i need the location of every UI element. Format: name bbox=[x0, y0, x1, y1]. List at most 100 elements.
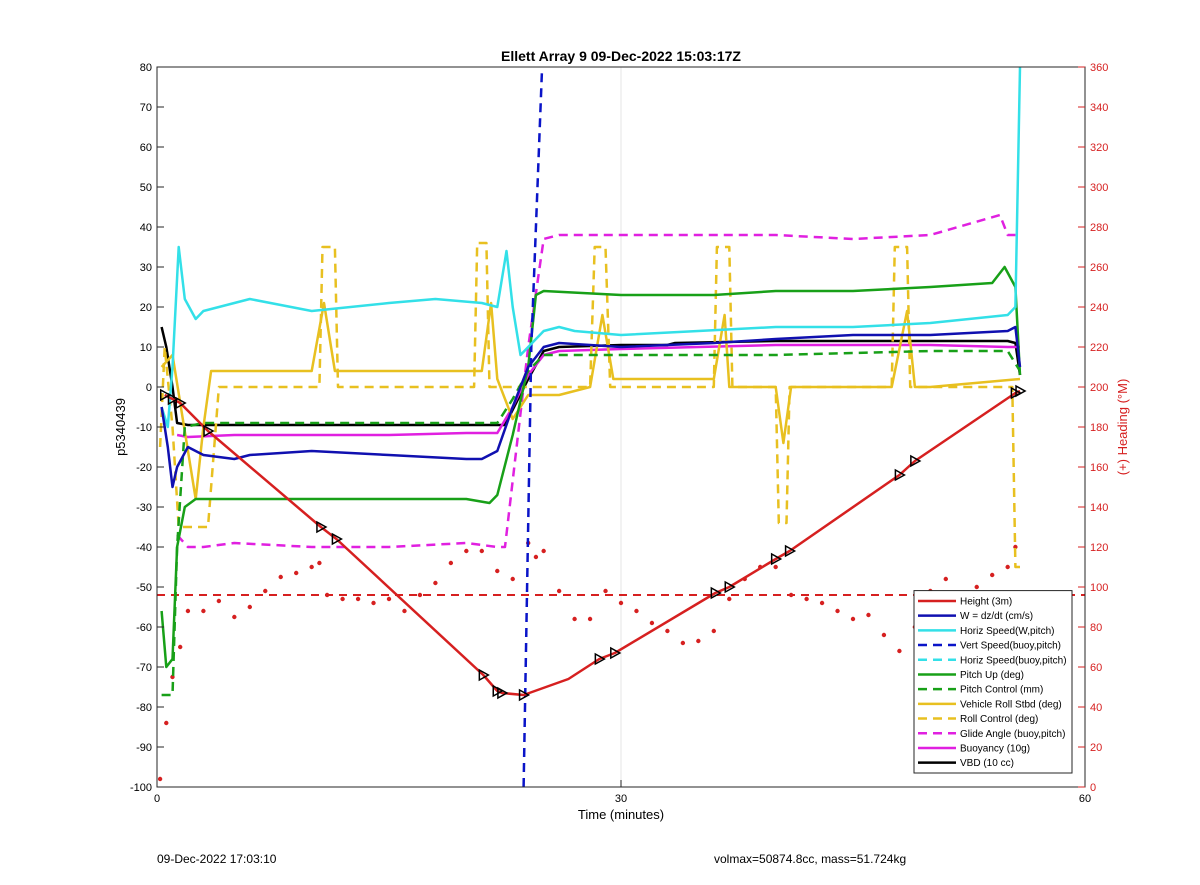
y2-tick-label: 160 bbox=[1090, 462, 1108, 474]
heading-point bbox=[340, 596, 345, 602]
y-tick-label: 30 bbox=[140, 262, 152, 274]
y-axis-label: p5340439 bbox=[113, 398, 128, 456]
x-axis-label: Time (minutes) bbox=[578, 807, 664, 822]
legend-label: Height (3m) bbox=[960, 596, 1012, 607]
heading-point bbox=[417, 592, 423, 598]
heading-point bbox=[232, 614, 237, 620]
heading-point bbox=[850, 616, 856, 622]
heading-point bbox=[178, 644, 183, 650]
legend-label: Horiz Speed(W,pitch) bbox=[960, 626, 1054, 637]
series-line bbox=[522, 66, 544, 788]
heading-point bbox=[510, 576, 515, 582]
heading-point bbox=[680, 640, 686, 646]
heading-point bbox=[216, 598, 222, 604]
heading-point bbox=[649, 620, 655, 626]
y-tick-label: -10 bbox=[136, 422, 152, 434]
heading-point bbox=[696, 638, 701, 644]
legend-label: Pitch Control (mm) bbox=[960, 685, 1043, 696]
legend-label: W = dz/dt (cm/s) bbox=[960, 611, 1033, 622]
y-tick-label: -20 bbox=[136, 462, 152, 474]
heading-point bbox=[835, 608, 840, 614]
legend-box bbox=[913, 590, 1073, 774]
x-tick-label: 0 bbox=[154, 793, 160, 805]
heading-point bbox=[495, 568, 500, 574]
chart-marks bbox=[157, 66, 1085, 788]
y2-tick-label: 180 bbox=[1090, 422, 1108, 434]
y-tick-label: 50 bbox=[140, 182, 152, 194]
heading-point bbox=[294, 570, 299, 576]
heading-point bbox=[572, 616, 577, 622]
legend-label: Vehicle Roll Stbd (deg) bbox=[960, 699, 1062, 710]
heading-point bbox=[943, 576, 948, 582]
heading-point bbox=[157, 776, 163, 782]
heading-point bbox=[587, 616, 593, 622]
series-line bbox=[160, 66, 1022, 429]
heading-point bbox=[711, 628, 716, 634]
y-tick-label: 10 bbox=[140, 342, 152, 354]
heading-point bbox=[881, 632, 887, 638]
heading-point bbox=[479, 548, 484, 554]
series-line bbox=[176, 343, 1020, 439]
height-marker bbox=[710, 586, 722, 600]
legend: Height (3m) W = dz/dt (cm/s) Horiz Speed(W… bbox=[913, 590, 1073, 774]
y2-tick-label: 340 bbox=[1090, 102, 1108, 114]
series-line bbox=[176, 213, 1016, 549]
heading-point bbox=[556, 588, 562, 594]
y2-axis-label: (+) Heading (°M) bbox=[1115, 379, 1130, 476]
legend-label: Glide Angle (buoy,pitch) bbox=[960, 729, 1065, 740]
y-tick-label: -40 bbox=[136, 542, 152, 554]
y-tick-label: -60 bbox=[136, 622, 152, 634]
heading-point bbox=[819, 600, 825, 606]
heading-point bbox=[618, 600, 624, 606]
legend-label: Buoyancy (10g) bbox=[960, 743, 1030, 754]
legend-label: VBD (10 cc) bbox=[960, 758, 1014, 769]
height-marker bbox=[203, 424, 215, 438]
y2-tick-label: 140 bbox=[1090, 502, 1108, 514]
heading-point bbox=[402, 608, 407, 614]
heading-point bbox=[603, 588, 608, 594]
height-marker bbox=[167, 392, 180, 406]
y-tick-label: -80 bbox=[136, 702, 152, 714]
heading-point bbox=[263, 588, 268, 594]
y2-tick-label: 60 bbox=[1090, 662, 1102, 674]
y-tick-label: 80 bbox=[140, 62, 152, 74]
y-tick-label: 0 bbox=[146, 382, 152, 394]
height-marker bbox=[784, 544, 797, 558]
y-tick-label: 70 bbox=[140, 102, 152, 114]
y-tick-label: 40 bbox=[140, 222, 152, 234]
heading-point bbox=[804, 596, 809, 602]
height-marker bbox=[316, 520, 328, 534]
heading-point bbox=[278, 574, 283, 580]
chart-title: Ellett Array 9 09-Dec-2022 15:03:17Z bbox=[501, 48, 741, 64]
height-marker bbox=[331, 532, 343, 546]
height-marker bbox=[175, 396, 187, 410]
y-tick-label: -90 bbox=[136, 742, 152, 754]
heading-point bbox=[201, 608, 206, 614]
series-line bbox=[160, 301, 1021, 501]
heading-point bbox=[464, 548, 469, 554]
y-tick-label: -50 bbox=[136, 582, 152, 594]
y-tick-label: -100 bbox=[130, 782, 152, 794]
y2-tick-label: 100 bbox=[1090, 582, 1108, 594]
y2-tick-label: 360 bbox=[1090, 62, 1108, 74]
series-line bbox=[164, 389, 1021, 697]
heading-point bbox=[448, 560, 454, 566]
heading-point bbox=[247, 604, 252, 610]
height-marker bbox=[159, 388, 172, 402]
heading-point bbox=[185, 608, 191, 614]
height-marker bbox=[518, 688, 531, 702]
y2-tick-label: 260 bbox=[1090, 262, 1108, 274]
x-tick-label: 60 bbox=[1079, 793, 1091, 805]
heading-point bbox=[541, 548, 546, 554]
heading-point bbox=[317, 560, 322, 566]
heading-point bbox=[309, 564, 314, 570]
footer-volmax-mass: volmax=50874.8cc, mass=51.724kg bbox=[714, 852, 907, 866]
y2-tick-label: 40 bbox=[1090, 702, 1102, 714]
y2-tick-label: 200 bbox=[1090, 382, 1108, 394]
series-line bbox=[160, 265, 1022, 669]
height-marker bbox=[724, 580, 736, 594]
x-tick-label: 30 bbox=[615, 793, 627, 805]
height-marker bbox=[770, 552, 783, 566]
heading-point bbox=[355, 596, 361, 602]
